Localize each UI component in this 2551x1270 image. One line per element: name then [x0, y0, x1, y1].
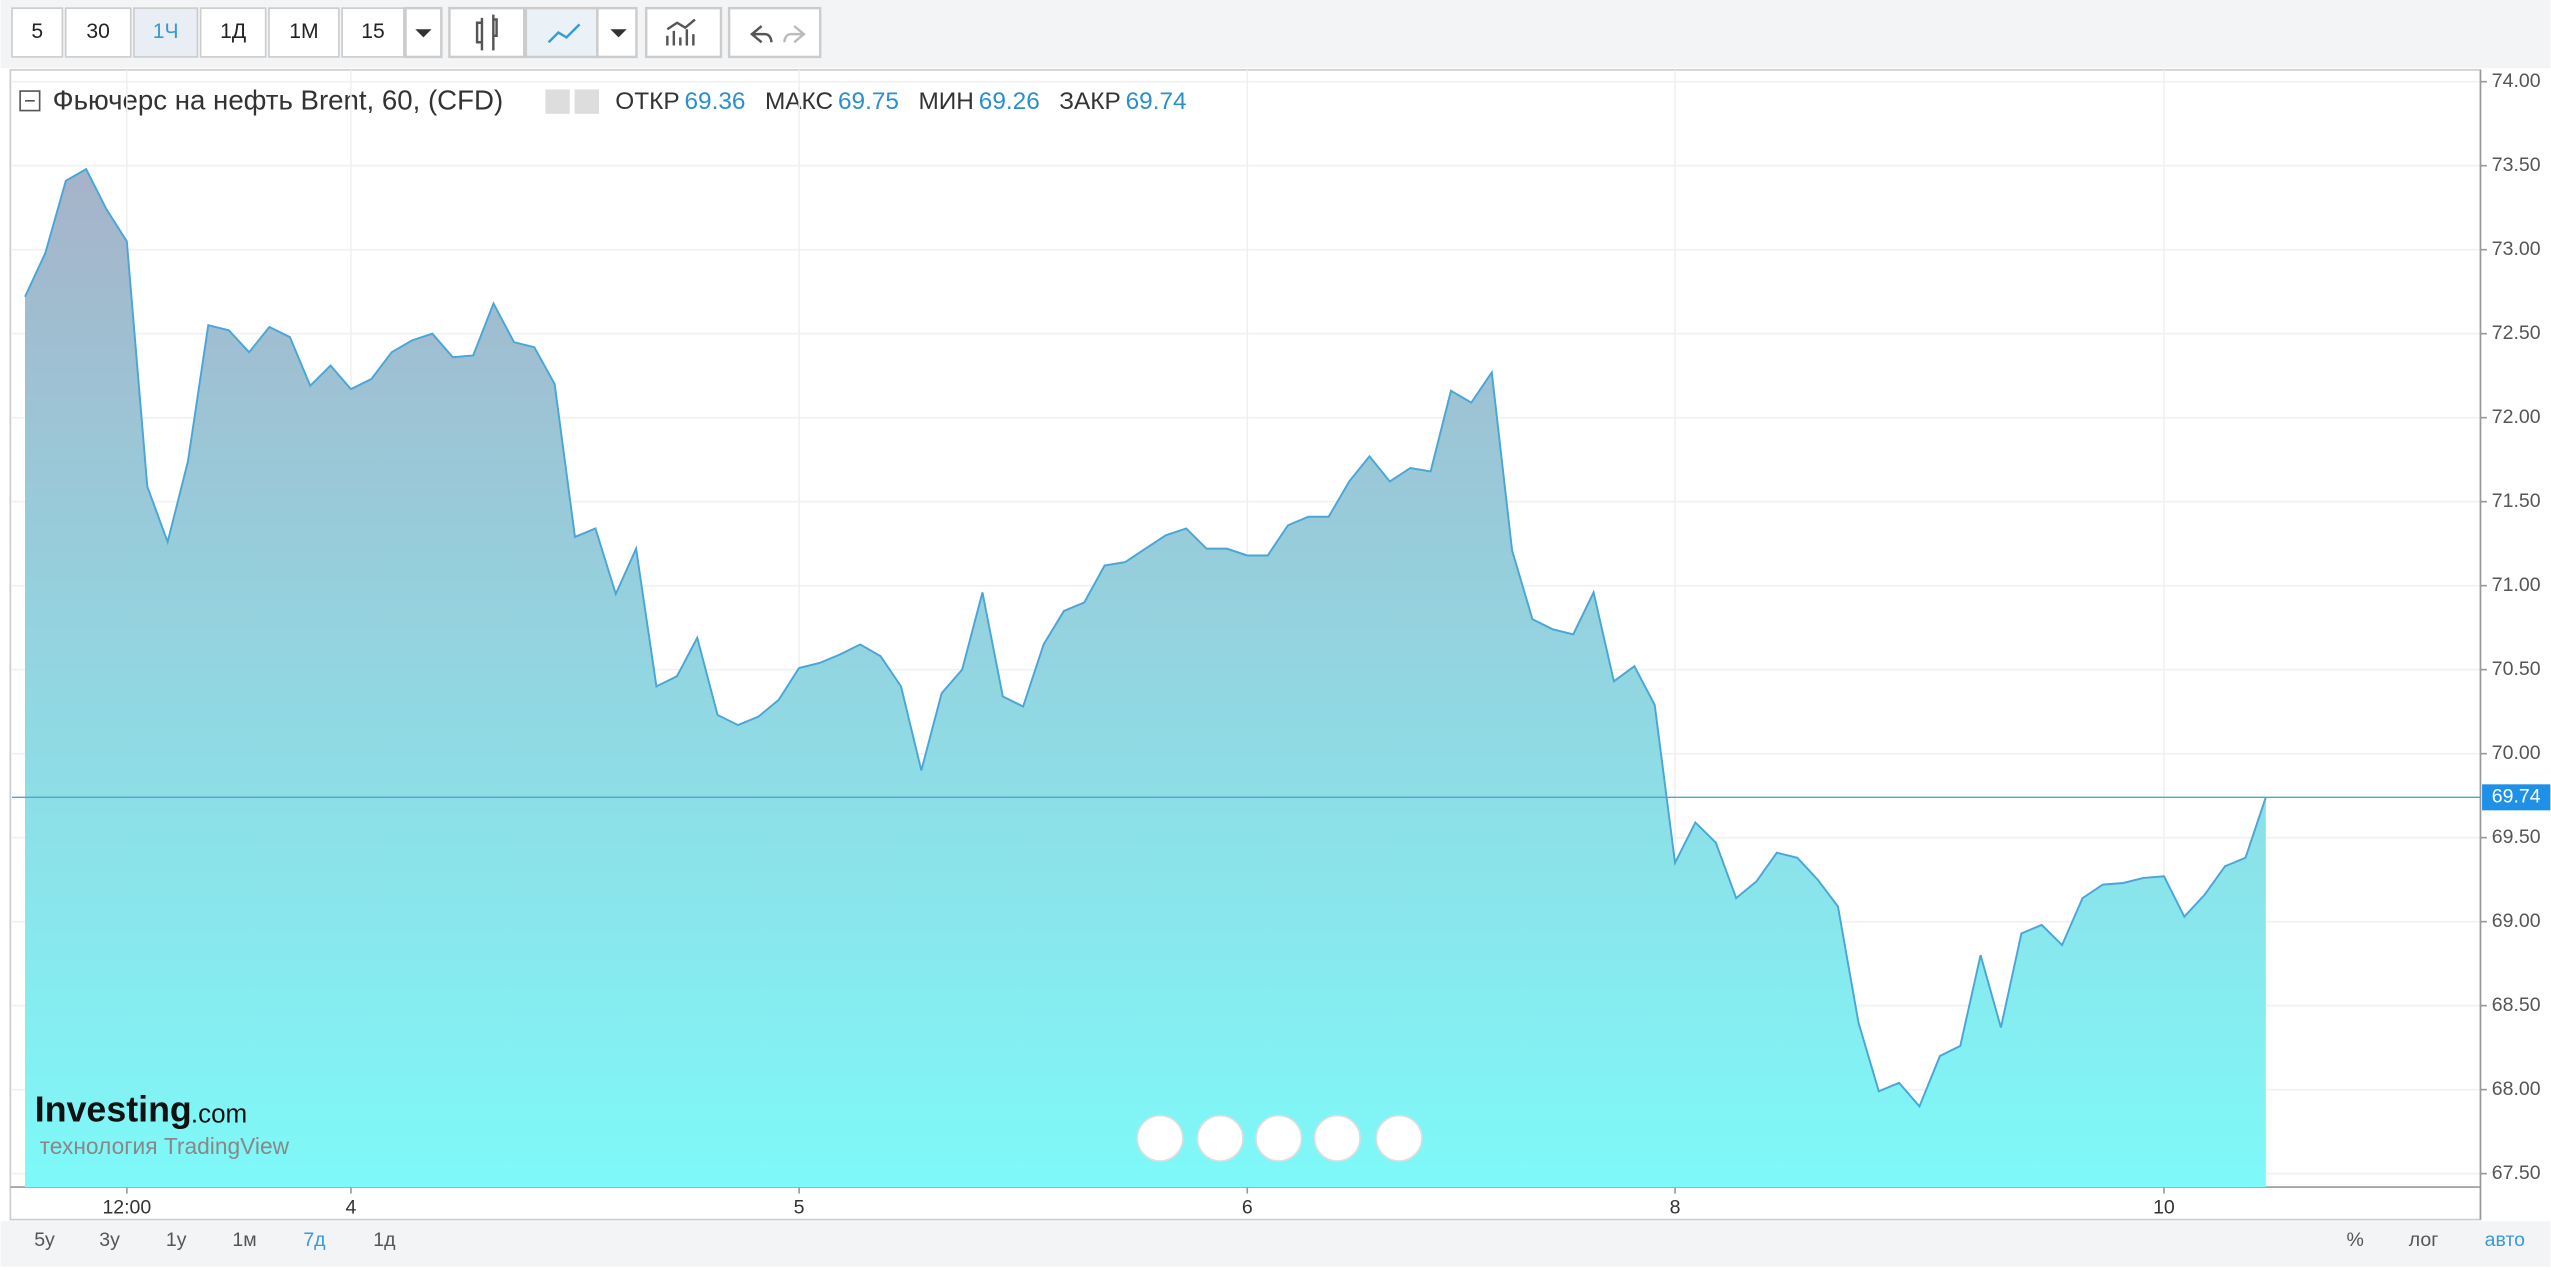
interval-label: 30 [86, 20, 110, 43]
area-button[interactable] [524, 6, 599, 59]
y-tick-label: 72.00 [2492, 406, 2541, 428]
interval-label: 15 [361, 20, 385, 43]
dropdown-icon [610, 29, 627, 38]
dropdown-icon [415, 29, 432, 38]
interval-label: 1Д [220, 20, 246, 43]
y-tick-label: 72.50 [2492, 322, 2541, 344]
nav-buttons [1136, 1114, 1423, 1162]
range-button[interactable]: 1м [232, 1229, 256, 1251]
area-fill [25, 169, 2266, 1188]
scale-button[interactable]: % [2347, 1229, 2364, 1251]
last-price-box [2482, 784, 2551, 811]
x-tick-label: 8 [1670, 1196, 1681, 1218]
indicators-button[interactable] [644, 6, 723, 59]
y-tick-label: 68.00 [2492, 1078, 2541, 1100]
interval-button[interactable] [199, 7, 267, 58]
ohlc-value: 69.26 [979, 88, 1040, 115]
undo-redo[interactable] [727, 6, 822, 59]
y-tick-label: 69.50 [2492, 826, 2541, 848]
toolbar-icons [404, 6, 822, 59]
interval-label: 1Ч [153, 20, 179, 43]
y-tick-label: 71.50 [2492, 490, 2541, 512]
redo-icon [783, 25, 806, 44]
ohlc-label: ОТКР [615, 88, 679, 115]
area-line [24, 167, 2267, 1109]
range-button[interactable]: 1д [373, 1229, 396, 1251]
y-tick-label: 74.00 [2492, 70, 2541, 92]
interval-button[interactable] [268, 7, 340, 58]
range-button[interactable]: 3y [99, 1229, 120, 1251]
last-price-label: 69.74 [2492, 785, 2541, 807]
interval-button[interactable] [11, 7, 64, 58]
nav-zoom-out[interactable] [1196, 1114, 1244, 1162]
ohlc-value: 69.36 [684, 88, 745, 115]
x-tick-label: 5 [794, 1196, 805, 1218]
x-tick-label: 12:00 [102, 1196, 151, 1218]
ohlc-value: 69.75 [838, 88, 899, 115]
watermark-tagline: технология TradingView [40, 1133, 290, 1159]
candle-icon [475, 14, 498, 51]
range-button[interactable]: 1y [166, 1229, 187, 1251]
indicators-icon [666, 18, 696, 46]
range-button[interactable]: 5y [34, 1229, 55, 1251]
y-tick-label: 71.00 [2492, 574, 2541, 596]
y-tick-label: 73.50 [2492, 154, 2541, 176]
settings-button[interactable] [574, 89, 600, 114]
x-tick-label: 4 [346, 1196, 357, 1218]
range-button[interactable]: 7д [303, 1229, 326, 1251]
nav-right[interactable] [1375, 1114, 1423, 1162]
y-tick-label: 73.00 [2492, 238, 2541, 260]
y-tick-label: 69.00 [2492, 910, 2541, 932]
scale-button[interactable]: авто [2485, 1229, 2525, 1251]
watermark-brand: Investing [35, 1090, 192, 1130]
undo-icon [749, 25, 773, 44]
ohlc-label: МИН [918, 88, 973, 115]
x-tick-label: 6 [1242, 1196, 1253, 1218]
interval-button[interactable] [341, 7, 405, 58]
y-tick-label: 70.50 [2492, 658, 2541, 680]
nav-reset[interactable] [1255, 1114, 1303, 1162]
interval-button[interactable] [133, 7, 199, 58]
ohlc-value: 69.74 [1126, 88, 1187, 115]
ohlc-label: ЗАКР [1059, 88, 1120, 115]
x-tick-label: 10 [2153, 1196, 2175, 1218]
visibility-button[interactable] [545, 89, 570, 114]
y-tick-label: 68.50 [2492, 994, 2541, 1016]
watermark-suffix: .com [191, 1098, 247, 1128]
y-tick-label: 67.50 [2492, 1162, 2541, 1184]
interval-button[interactable] [64, 7, 132, 58]
bottom-bar [0, 1221, 2551, 1267]
nav-left[interactable] [1136, 1114, 1184, 1162]
interval-label: 1М [289, 20, 318, 43]
area-icon [547, 23, 581, 44]
interval-label: 5 [31, 20, 43, 43]
nav-zoom-in[interactable] [1313, 1114, 1361, 1162]
chart-title: Фьючерс на нефть Brent, 60, (CFD) [53, 85, 504, 116]
scale-button[interactable]: лог [2409, 1229, 2439, 1251]
y-tick-label: 70.00 [2492, 742, 2541, 764]
candle-button[interactable] [448, 6, 526, 59]
